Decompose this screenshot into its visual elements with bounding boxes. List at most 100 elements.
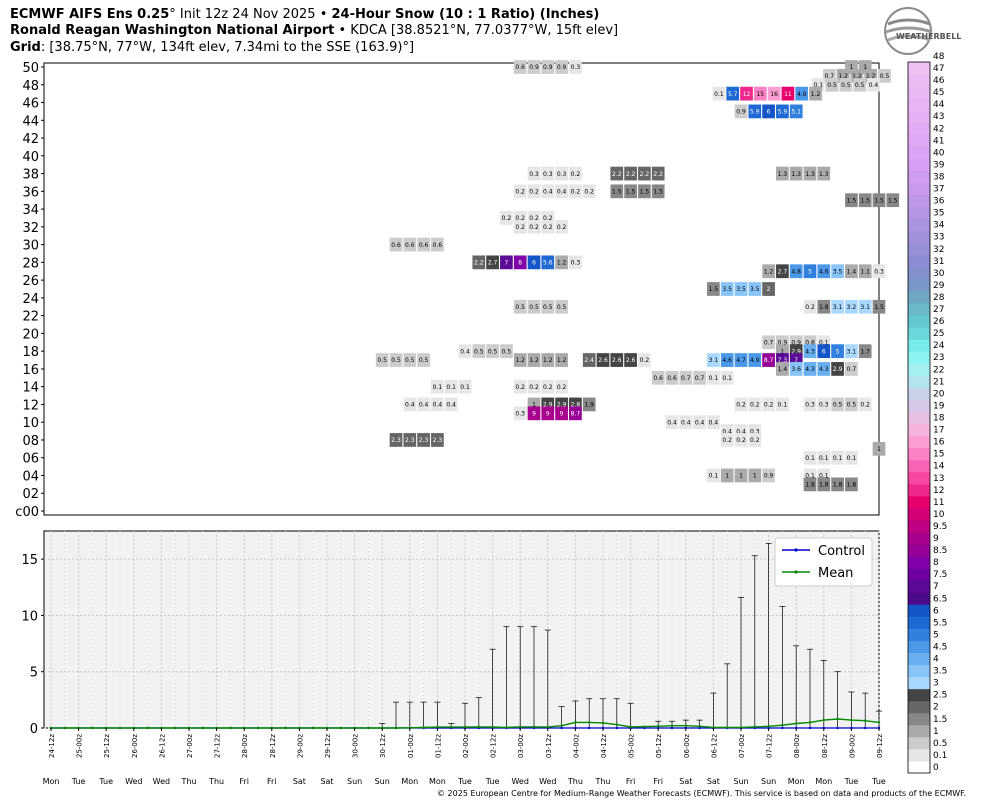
series-point-mean bbox=[739, 726, 743, 729]
series-point-mean bbox=[615, 723, 618, 726]
series-point-mean bbox=[574, 721, 577, 724]
line-day-label: Mon bbox=[788, 777, 805, 786]
legend: Control Mean bbox=[774, 537, 873, 587]
heatmap-cell bbox=[762, 353, 775, 367]
colorbar-swatch bbox=[908, 471, 930, 485]
heatmap-cell-label: 16 bbox=[770, 91, 778, 98]
heatmap-cell bbox=[845, 344, 858, 359]
heatmap-cell-label: 3.1 bbox=[847, 348, 857, 355]
heatmap-cell-label: 3.1 bbox=[709, 357, 719, 364]
line-x-tick-label: 03-12z bbox=[545, 734, 553, 758]
heatmap-cell bbox=[831, 362, 844, 376]
heatmap-cell-label: 0.5 bbox=[557, 304, 567, 311]
heatmap-cell-label: 2.3 bbox=[419, 437, 429, 444]
heatmap-cell-label: 4.8 bbox=[791, 268, 801, 275]
heatmap-cell-label: 2.3 bbox=[405, 437, 415, 444]
heatmap-cell bbox=[541, 184, 555, 199]
heatmap-cell bbox=[809, 86, 822, 101]
series-point-mean bbox=[864, 719, 867, 722]
colorbar-label: 33 bbox=[933, 233, 944, 243]
heatmap-cell-label: 3.5 bbox=[833, 268, 843, 275]
heatmap-cell-label: 2.9 bbox=[543, 402, 553, 409]
grid-label: Grid bbox=[10, 40, 41, 55]
heatmap-cell-label: 11 bbox=[784, 91, 792, 98]
heatmap-cell bbox=[858, 193, 872, 208]
heatmap-cell bbox=[803, 264, 817, 279]
heatmap-cell bbox=[872, 441, 886, 456]
series-point-control bbox=[781, 726, 784, 730]
colorbar-swatch bbox=[908, 447, 930, 461]
heatmap-cell-label: 4.6 bbox=[722, 357, 732, 364]
heatmap-cell-label: 0.1 bbox=[847, 455, 857, 462]
heatmap-cell-label: 5 bbox=[808, 268, 812, 275]
heatmap-cell-label: 7 bbox=[504, 260, 508, 267]
colorbar-swatch bbox=[908, 290, 930, 304]
colorbar-label: 31 bbox=[933, 257, 944, 267]
line-x-tick-label: 27-12z bbox=[214, 734, 222, 758]
heatmap-cell bbox=[707, 468, 720, 483]
heatmap-cell-label: 3.1 bbox=[860, 304, 870, 311]
heatmap-cell bbox=[403, 433, 417, 447]
heatmap-cell-label: 0.2 bbox=[543, 384, 553, 391]
heatmap-cell bbox=[781, 86, 795, 101]
heatmap-cell bbox=[878, 68, 891, 83]
heatmap-cell bbox=[845, 397, 858, 412]
colorbar-label: 37 bbox=[933, 185, 944, 195]
colorbar-label: 30 bbox=[933, 269, 945, 279]
colorbar-label: 21 bbox=[933, 377, 944, 387]
heatmap-cell bbox=[417, 433, 430, 447]
heatmap-cell bbox=[513, 353, 527, 367]
heatmap-cell-label: 0.7 bbox=[825, 73, 835, 80]
heatmap-cell-label: 1.3 bbox=[791, 171, 801, 178]
heatmap-cell-label: 0.9 bbox=[778, 339, 788, 346]
heatmap-cell-label: 0.3 bbox=[819, 402, 829, 409]
heatmap-cell-label: 0.2 bbox=[571, 189, 581, 196]
line-day-label: Tue bbox=[98, 777, 113, 786]
heatmap-cell bbox=[726, 86, 740, 101]
heatmap-cell-label: 1.3 bbox=[778, 171, 788, 178]
colorbar-label: 17 bbox=[933, 426, 944, 436]
heatmap-cell-label: 0.9 bbox=[543, 64, 553, 71]
heatmap-cell-label: 0.6 bbox=[419, 242, 429, 249]
line-x-tick-label: 04-12z bbox=[600, 734, 608, 758]
heatmap-cell-label: 0.4 bbox=[709, 419, 719, 426]
series-point-mean bbox=[643, 725, 646, 728]
colorbar-label: 32 bbox=[933, 245, 944, 255]
colorbar-label: 9.5 bbox=[933, 522, 947, 532]
heatmap-cell-label: 1.8 bbox=[819, 482, 829, 489]
line-x-tick-label: 01-12z bbox=[434, 734, 442, 758]
copyright: © 2025 European Centre for Medium-Range … bbox=[437, 789, 966, 798]
heatmap-y-tick-label: 36 bbox=[22, 185, 39, 200]
heatmap-cell-label: 3.6 bbox=[791, 366, 801, 373]
heatmap-cell-label: 6 bbox=[532, 260, 536, 267]
colorbar-swatch bbox=[908, 616, 930, 629]
heatmap-cell bbox=[582, 353, 596, 367]
heatmap-cell bbox=[541, 60, 555, 74]
heatmap-y-tick-label: 02 bbox=[22, 487, 39, 502]
heatmap-cell bbox=[555, 60, 568, 74]
heatmap-cell-label: 1.5 bbox=[874, 197, 884, 204]
line-day-label: Sat bbox=[679, 777, 692, 786]
heatmap-cell bbox=[375, 353, 389, 367]
colorbar-label: 3.5 bbox=[933, 667, 947, 677]
heatmap-cell-label: 1.8 bbox=[819, 304, 829, 311]
heatmap-cell bbox=[762, 335, 775, 350]
colorbar-swatch bbox=[908, 724, 930, 738]
heatmap-cell-label: 0.2 bbox=[584, 189, 594, 196]
heatmap-cell bbox=[665, 415, 679, 430]
heatmap-cell bbox=[858, 344, 872, 359]
line-x-tick-label: 29-00z bbox=[296, 734, 304, 758]
heatmap-cell bbox=[500, 344, 513, 359]
line-day-label: Sat bbox=[320, 777, 333, 786]
colorbar-swatch bbox=[908, 375, 930, 388]
heatmap-cell bbox=[817, 450, 831, 465]
series-point-mean bbox=[229, 726, 232, 730]
colorbar-swatch bbox=[908, 459, 930, 473]
series-point-mean bbox=[753, 725, 756, 729]
heatmap-cell-label: 0.5 bbox=[515, 304, 525, 311]
heatmap-cell bbox=[486, 255, 499, 270]
heatmap-cell-label: 0.7 bbox=[681, 375, 691, 382]
line-day-label: Fri bbox=[626, 777, 636, 786]
heatmap-cell-label: 9 bbox=[532, 411, 536, 418]
heatmap-cell bbox=[734, 397, 748, 412]
